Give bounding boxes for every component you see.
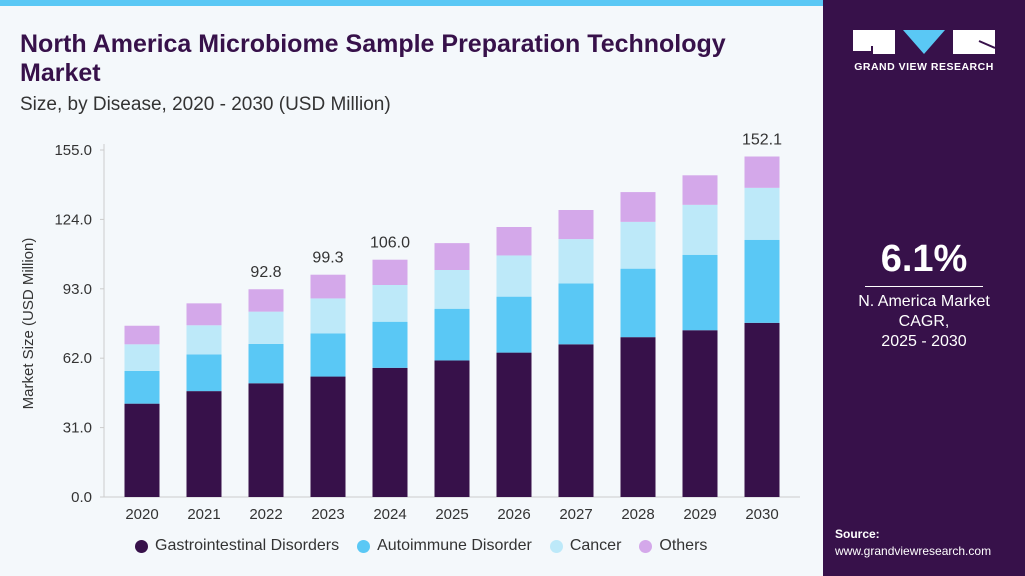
legend-item: Autoimmune Disorder (357, 537, 532, 555)
x-tick-label: 2022 (249, 506, 282, 523)
chart-title: North America Microbiome Sample Preparat… (20, 30, 726, 87)
bar-chart: 0.0 31.0 62.0 93.0 124.0 155.0 Market Size (US… (20, 131, 800, 523)
bar-segment-cancer (372, 284, 408, 322)
legend: Gastrointestinal Disorders Autoimmune Dis… (135, 537, 707, 555)
top-accent-bar (0, 0, 823, 6)
cagr-divider (865, 286, 983, 287)
bar-segment-gastrointestinal-disorders (682, 330, 718, 497)
bar-segment-gastrointestinal-disorders (310, 376, 346, 497)
bar-segment-others (434, 243, 470, 270)
bar-segment-autoimmune-disorder (248, 343, 284, 384)
grand-view-research-logo (853, 30, 995, 54)
y-tick-label: 124.0 (54, 211, 92, 228)
legend-swatch (639, 539, 653, 553)
bar-segment-autoimmune-disorder (434, 308, 470, 361)
bar-segment-others (124, 325, 160, 345)
source-url[interactable]: www.grandviewresearch.com (835, 544, 992, 558)
bar-segment-gastrointestinal-disorders (186, 391, 222, 497)
legend-label: Gastrointestinal Disorders (155, 537, 340, 554)
x-tick-label: 2024 (373, 506, 406, 523)
bar-segment-autoimmune-disorder (372, 321, 408, 368)
bar-segment-cancer (620, 221, 656, 269)
cagr-value: 6.1% (880, 238, 968, 280)
y-tick-label: 31.0 (63, 420, 92, 437)
bar-segment-gastrointestinal-disorders (558, 344, 594, 497)
bar-segment-cancer (558, 239, 594, 284)
y-tick-label: 0.0 (71, 489, 92, 506)
source: Source: www.grandviewresearch.com (835, 526, 991, 560)
chart-subtitle: Size, by Disease, 2020 - 2030 (USD Milli… (20, 94, 391, 115)
bar-segment-gastrointestinal-disorders (372, 367, 408, 497)
data-label: 99.3 (312, 250, 343, 267)
y-tick-label: 62.0 (63, 350, 92, 367)
y-axis-title: Market Size (USD Million) (20, 238, 37, 410)
x-tick-label: 2025 (435, 506, 468, 523)
legend-item: Cancer (549, 537, 622, 555)
bar-segment-others (248, 289, 284, 312)
side-panel: GRAND VIEW RESEARCH 6.1% N. America Mark… (823, 0, 1025, 576)
bar-segment-gastrointestinal-disorders (496, 352, 532, 497)
bar-segment-cancer (248, 311, 284, 344)
bar-segment-autoimmune-disorder (744, 239, 780, 323)
data-label: 152.1 (742, 131, 782, 148)
brand-name: GRAND VIEW RESEARCH (854, 61, 994, 73)
bar-segment-autoimmune-disorder (310, 333, 346, 377)
x-tick-label: 2029 (683, 506, 716, 523)
bar-segment-gastrointestinal-disorders (744, 322, 780, 497)
bar-segment-gastrointestinal-disorders (620, 337, 656, 497)
data-label: 106.0 (370, 235, 410, 252)
bar-segment-others (372, 259, 408, 285)
legend-item: Others (639, 537, 707, 555)
bar-segment-others (682, 175, 718, 205)
y-tick-label: 155.0 (54, 142, 92, 159)
legend-label: Autoimmune Disorder (377, 537, 532, 554)
cagr-label: N. America Market CAGR, 2025 - 2030 (858, 293, 990, 350)
legend-swatch (549, 539, 563, 553)
x-tick-label: 2030 (745, 506, 778, 523)
bar-segment-autoimmune-disorder (496, 296, 532, 353)
legend-swatch (135, 539, 148, 553)
legend-item: Gastrointestinal Disorders (135, 537, 339, 555)
legend-label: Cancer (569, 537, 622, 554)
y-tick-label: 93.0 (63, 281, 92, 298)
bar-segment-autoimmune-disorder (682, 254, 718, 331)
x-tick-label: 2026 (497, 506, 530, 523)
bar-segment-cancer (124, 344, 160, 371)
bar-segment-autoimmune-disorder (124, 370, 160, 404)
bar-segment-cancer (186, 325, 222, 355)
bar-segment-others (744, 156, 780, 188)
bar-segment-cancer (682, 204, 718, 255)
x-tick-label: 2028 (621, 506, 654, 523)
bar-segment-gastrointestinal-disorders (434, 360, 470, 497)
legend-swatch (357, 539, 371, 553)
bar-segment-cancer (744, 187, 780, 240)
source-label: Source: (835, 527, 880, 541)
bar-segment-autoimmune-disorder (620, 268, 656, 338)
bar-segment-others (310, 274, 346, 299)
bar-segment-autoimmune-disorder (186, 354, 222, 392)
x-tick-label: 2020 (125, 506, 158, 523)
bar-segment-gastrointestinal-disorders (248, 383, 284, 497)
bar-segment-others (620, 192, 656, 222)
bar-segment-autoimmune-disorder (558, 283, 594, 345)
x-tick-label: 2021 (187, 506, 220, 523)
data-label: 92.8 (250, 264, 281, 281)
bar-segment-others (186, 303, 222, 326)
x-tick-label: 2023 (311, 506, 344, 523)
bar-segment-gastrointestinal-disorders (124, 403, 160, 497)
legend-label: Others (659, 537, 708, 554)
x-tick-label: 2027 (559, 506, 592, 523)
bar-segment-cancer (434, 269, 470, 309)
bar-segment-others (496, 227, 532, 256)
bar-segment-cancer (496, 255, 532, 297)
bar-segment-cancer (310, 298, 346, 334)
bar-segment-others (558, 209, 594, 240)
